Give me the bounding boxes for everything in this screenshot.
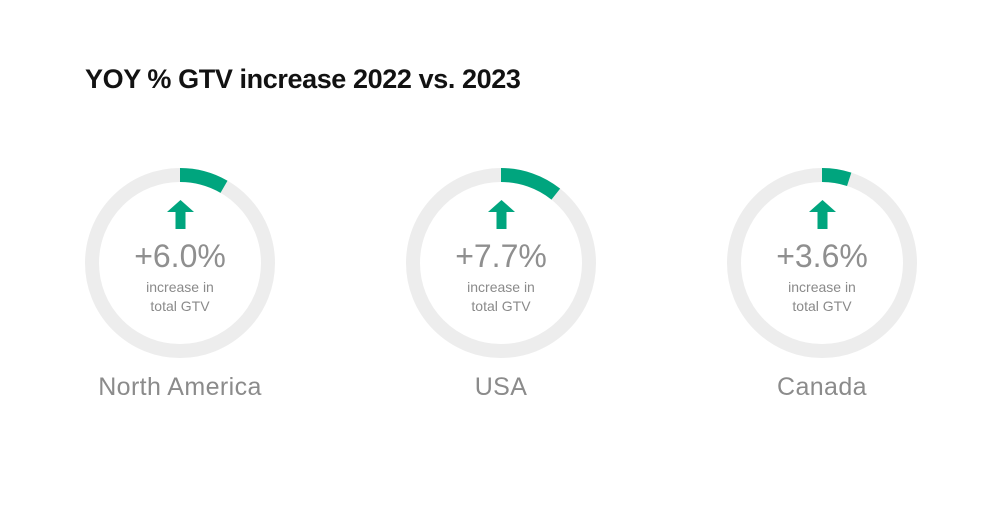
arrow-up-icon: [487, 200, 515, 230]
donut-usa: +7.7% increase in total GTV: [406, 168, 596, 358]
gauge-sublabel-line1: increase in: [788, 278, 856, 295]
gauge-sublabel-line2: total GTV: [471, 297, 531, 314]
gauge-value: +3.6%: [776, 238, 868, 275]
donut-center-content: +6.0% increase in total GTV: [85, 168, 275, 358]
gauge-value: +7.7%: [455, 238, 547, 275]
donut-progress-arc: [85, 168, 275, 358]
region-label-usa: USA: [474, 373, 528, 401]
donut-ring: [406, 168, 596, 358]
gauge-north-america: +6.0% increase in total GTV North Americ…: [40, 168, 320, 402]
arrow-up-icon: [808, 200, 836, 230]
region-label-north-america: North America: [98, 373, 262, 401]
donut-center-content: +7.7% increase in total GTV: [406, 168, 596, 358]
donut-progress-arc: [406, 168, 596, 358]
gauge-canada: +3.6% increase in total GTV Canada: [682, 168, 962, 402]
donut-canada: +3.6% increase in total GTV: [727, 168, 917, 358]
gauge-sublabel: increase in total GTV: [788, 278, 856, 316]
chart-title: YOY % GTV increase 2022 vs. 2023: [85, 64, 521, 94]
donut-progress-arc: [727, 168, 917, 358]
donut-ring: [727, 168, 917, 358]
region-label-canada: Canada: [777, 373, 867, 401]
gauge-usa: +7.7% increase in total GTV USA: [361, 168, 641, 402]
gauge-sublabel-line1: increase in: [146, 278, 214, 295]
arrow-up-icon: [166, 200, 194, 230]
gauge-sublabel-line1: increase in: [467, 278, 535, 295]
gauge-value: +6.0%: [134, 238, 226, 275]
gauge-sublabel: increase in total GTV: [467, 278, 535, 316]
gauge-sublabel-line2: total GTV: [792, 297, 852, 314]
donut-north-america: +6.0% increase in total GTV: [85, 168, 275, 358]
donut-ring: [85, 168, 275, 358]
gauge-sublabel-line2: total GTV: [150, 297, 210, 314]
gauge-sublabel: increase in total GTV: [146, 278, 214, 316]
donut-center-content: +3.6% increase in total GTV: [727, 168, 917, 358]
